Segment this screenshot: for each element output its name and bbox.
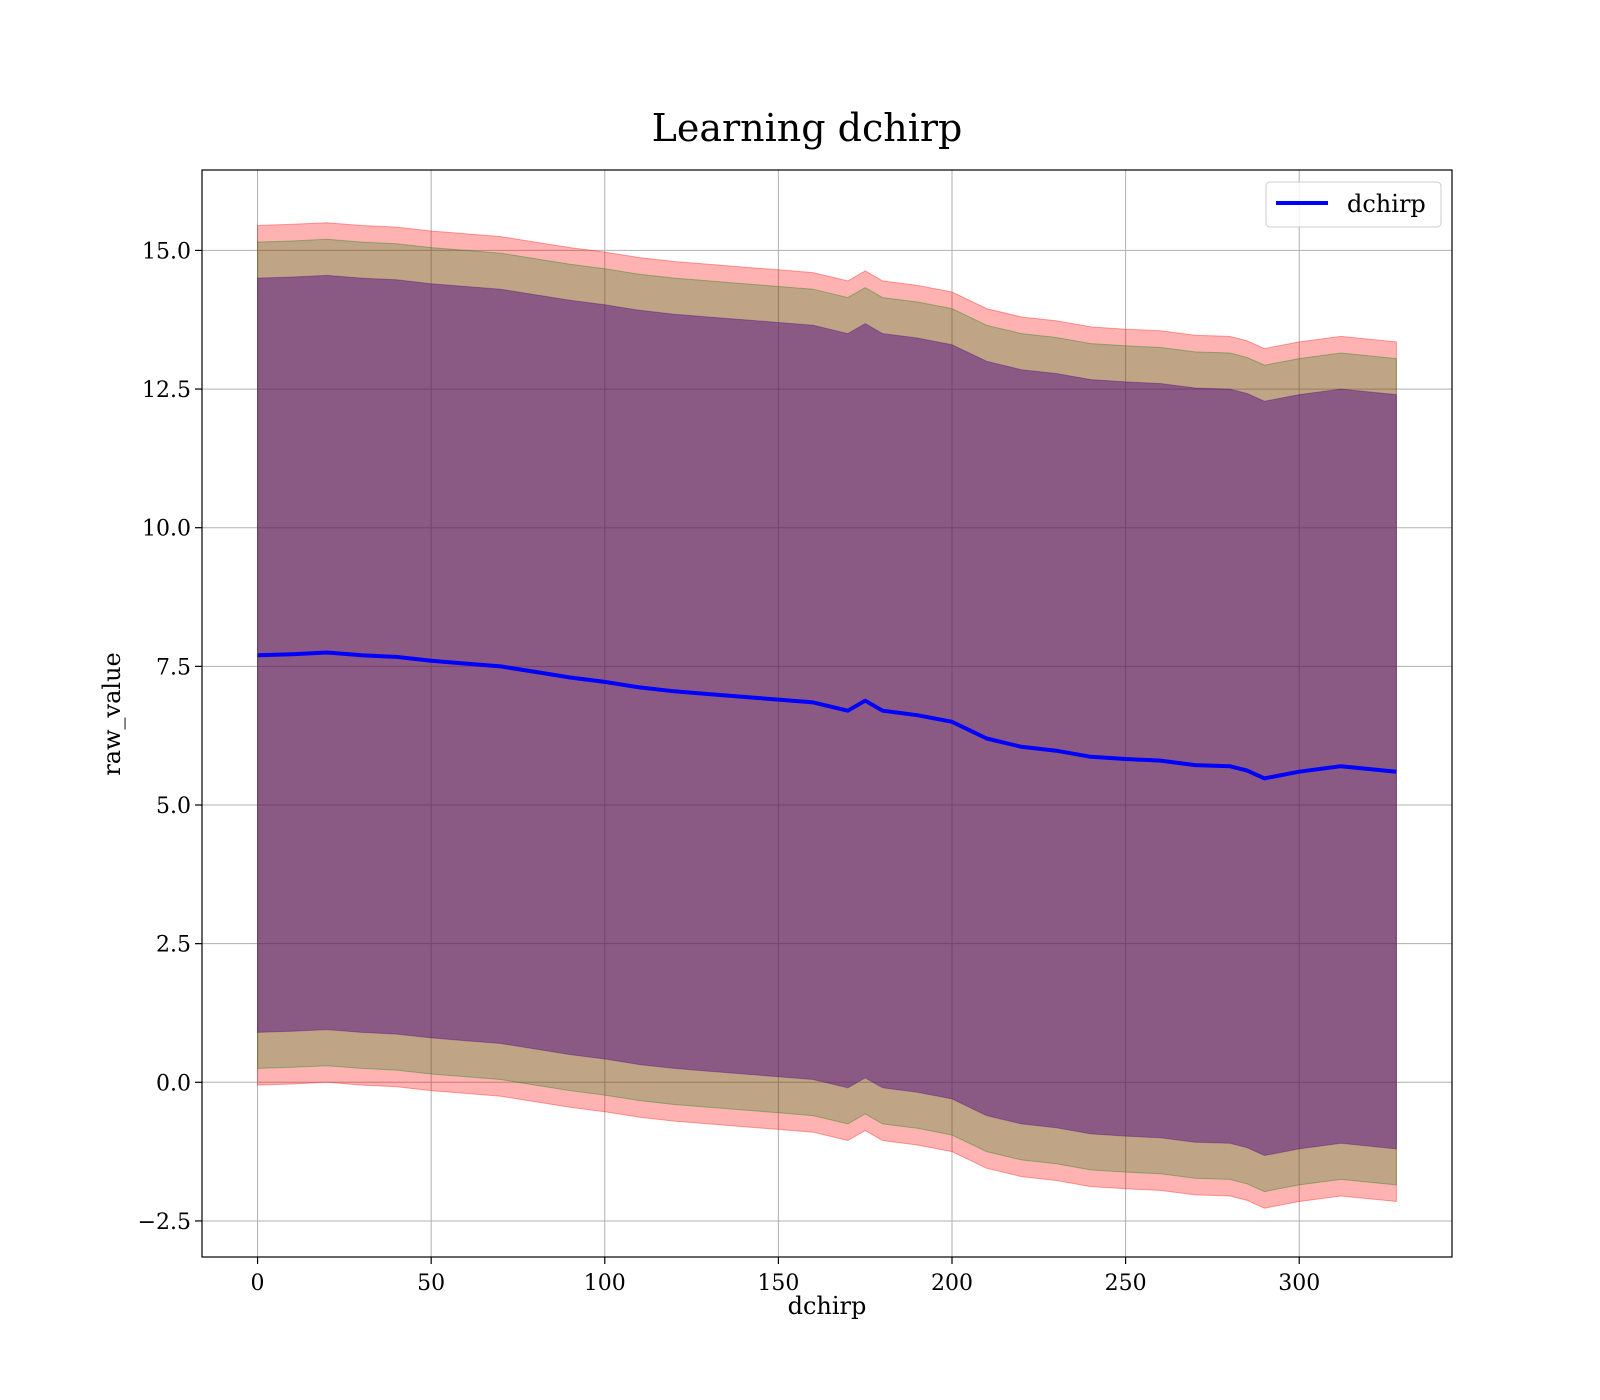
x-axis-label: dchirp <box>788 1292 867 1320</box>
legend: dchirp <box>1265 181 1442 228</box>
x-tick-label: 200 <box>931 1271 973 1296</box>
series-line-0 <box>257 650 1397 781</box>
x-axis-ticks: 0 50 100 150 200 250 300 <box>251 1257 1320 1296</box>
y-tick-label: 0.0 <box>156 1071 191 1096</box>
legend-box <box>1265 181 1442 228</box>
confidence-bands <box>257 222 1397 1209</box>
y-tick-label: 10.0 <box>142 517 191 542</box>
x-tick-label: 0 <box>251 1271 265 1296</box>
x-tick-label: 250 <box>1105 1271 1147 1296</box>
y-tick-label: −2.5 <box>138 1210 191 1235</box>
y-tick-label: 7.5 <box>156 655 191 680</box>
x-tick-label: 100 <box>584 1271 626 1296</box>
plot-frame <box>201 169 1453 1258</box>
y-tick-label: 5.0 <box>156 794 191 819</box>
legend-entry: dchirp <box>1347 190 1426 218</box>
y-tick-label: 12.5 <box>142 378 191 403</box>
y-tick-label: 2.5 <box>156 933 191 958</box>
band-2 <box>257 274 1397 1157</box>
y-axis-label: raw_value <box>98 652 126 776</box>
grid <box>202 170 1452 1257</box>
y-axis-ticks: −2.5 0.0 2.5 5.0 7.5 10.0 12.5 15.0 <box>138 239 202 1235</box>
x-tick-label: 150 <box>757 1271 799 1296</box>
chart-title: Learning dchirp <box>652 106 963 150</box>
y-tick-label: 15.0 <box>142 239 191 264</box>
band-1 <box>257 238 1397 1193</box>
band-0 <box>257 222 1397 1209</box>
series-lines <box>257 650 1397 781</box>
x-tick-label: 300 <box>1278 1271 1320 1296</box>
x-tick-label: 50 <box>417 1271 445 1296</box>
